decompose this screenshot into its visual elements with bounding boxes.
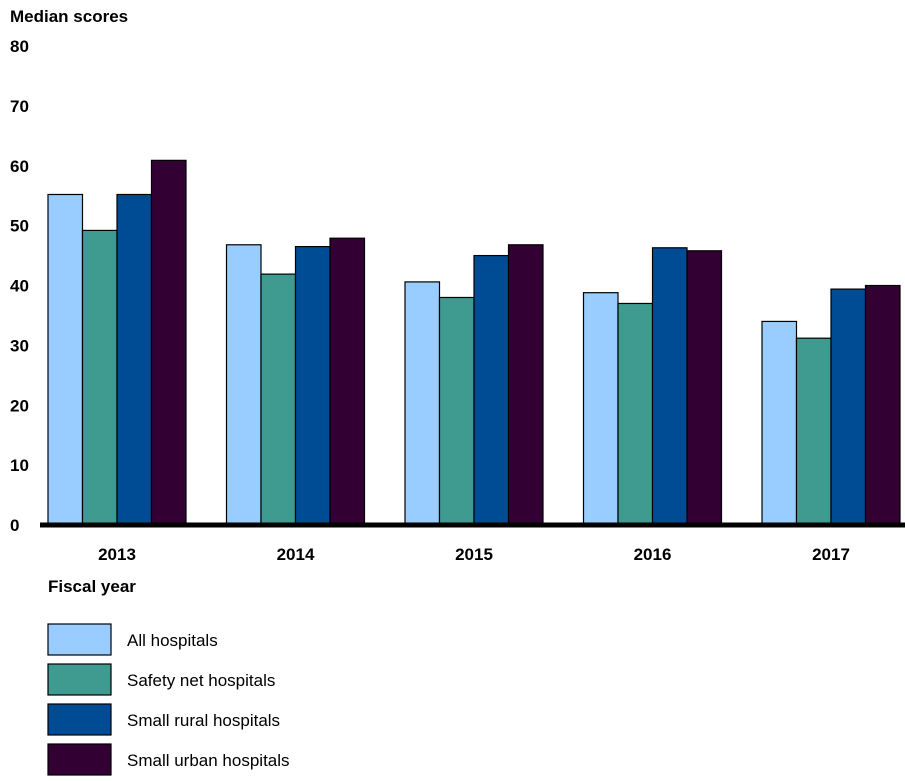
bar	[47, 193, 84, 526]
bar	[795, 337, 832, 526]
bar	[150, 159, 187, 526]
bar	[81, 229, 118, 526]
y-tick-label: 40	[10, 277, 29, 296]
bar	[507, 244, 544, 526]
y-tick-label: 60	[10, 157, 29, 176]
y-tick-label: 0	[10, 516, 19, 535]
y-axis-ticks: 0 10 20 30 40 50 60 70 80	[10, 37, 29, 535]
bar	[651, 247, 688, 526]
y-tick-label: 20	[10, 396, 29, 415]
bar	[761, 320, 798, 526]
bar	[617, 302, 654, 526]
x-tick-label: 2013	[98, 545, 136, 564]
bar	[864, 284, 901, 526]
y-tick-label: 10	[10, 456, 29, 475]
legend-swatch	[47, 623, 112, 656]
bar	[225, 244, 262, 526]
legend-label: All hospitals	[127, 631, 218, 650]
bar	[260, 273, 297, 526]
x-axis-title: Fiscal year	[48, 577, 136, 596]
bar	[686, 250, 723, 526]
y-tick-label: 50	[10, 217, 29, 236]
y-tick-label: 80	[10, 37, 29, 56]
y-tick-label: 30	[10, 336, 29, 355]
bar	[473, 254, 510, 526]
bar	[329, 237, 366, 526]
bar	[438, 296, 475, 526]
legend: All hospitals Safety net hospitals Small r…	[47, 623, 290, 776]
legend-label: Small urban hospitals	[127, 751, 290, 770]
bar	[830, 288, 867, 526]
legend-swatch	[47, 703, 112, 736]
x-tick-label: 2014	[277, 545, 315, 564]
x-axis-ticks: 2013 2014 2015 2016 2017	[98, 545, 850, 564]
x-tick-label: 2016	[634, 545, 672, 564]
x-tick-label: 2015	[455, 545, 493, 564]
y-axis-title: Median scores	[10, 7, 128, 26]
bar	[404, 281, 441, 526]
bar	[116, 193, 153, 526]
bar	[582, 292, 619, 526]
y-tick-label: 70	[10, 97, 29, 116]
legend-label: Small rural hospitals	[127, 711, 280, 730]
legend-swatch	[47, 663, 112, 696]
bar	[294, 245, 331, 526]
legend-label: Safety net hospitals	[127, 671, 275, 690]
legend-swatch	[47, 743, 112, 776]
x-tick-label: 2017	[812, 545, 850, 564]
bars	[47, 159, 901, 526]
